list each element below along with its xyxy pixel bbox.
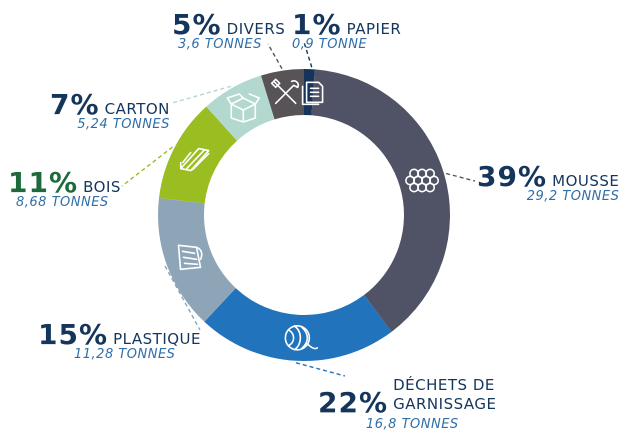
name-divers: DIVERS [226,20,286,38]
paper-icon [301,81,324,106]
qty-mousse: 29,2 TONNES [526,189,620,204]
slice-wood [158,106,238,204]
qty-plastique: 11,28 TONNES [74,347,176,362]
leader-garnissage [295,362,346,377]
label-papier: 1% PAPIER 0,9 TONNE [292,8,401,52]
leader-divers [267,43,283,69]
percent-bois: 11% [8,166,79,199]
name-garnissage-line2: GARNISSAGE [393,395,497,413]
name-bois: BOIS [83,178,121,196]
icons-group [177,78,440,351]
label-carton: 7% CARTON 5,24 TONNES [50,88,170,132]
leader-plastique [164,265,201,331]
percent-carton: 7% [50,88,100,121]
qty-garnissage: 16,8 TONNES [366,417,459,432]
percent-plastique: 15% [38,318,109,351]
slice-yarn [204,288,392,362]
label-garnissage: 22% DÉCHETS DE GARNISSAGE 16,8 TONNES [318,376,497,432]
qty-divers: 3,6 TONNES [178,37,262,52]
name-papier: PAPIER [346,20,402,38]
name-carton: CARTON [104,100,170,118]
qty-papier: 0,9 TONNE [292,37,368,52]
percent-mousse: 39% [477,160,548,193]
slices-group [158,69,451,362]
leader-papier [303,41,313,68]
box-icon [226,93,261,123]
percent-papier: 1% [292,8,342,41]
name-plastique: PLASTIQUE [113,330,202,348]
yarn-icon [284,325,319,351]
name-garnissage-block: DÉCHETS DE GARNISSAGE [393,376,496,414]
label-divers: 5% DIVERS 3,6 TONNES [172,8,285,52]
leaders-group [121,41,476,377]
tools-icon [270,78,299,105]
label-plastique: 15% PLASTIQUE 11,28 TONNES [38,318,201,362]
label-mousse: 39% MOUSSE 29,2 TONNES [477,160,619,204]
name-mousse: MOUSSE [552,172,620,190]
percent-garnissage: 22% [318,386,389,419]
foam-icon [405,168,440,193]
qty-carton: 5,24 TONNES [77,117,170,132]
leader-carton [171,85,232,104]
qty-bois: 8,68 TONNES [16,195,109,210]
wood-icon [179,147,210,172]
plastic-icon [177,244,203,271]
label-bois: 11% BOIS 8,68 TONNES [8,166,121,210]
leader-bois [121,146,173,187]
leader-mousse [445,172,476,182]
slice-foam [311,69,451,332]
percent-divers: 5% [172,8,222,41]
name-garnissage-line1: DÉCHETS DE [393,376,495,394]
